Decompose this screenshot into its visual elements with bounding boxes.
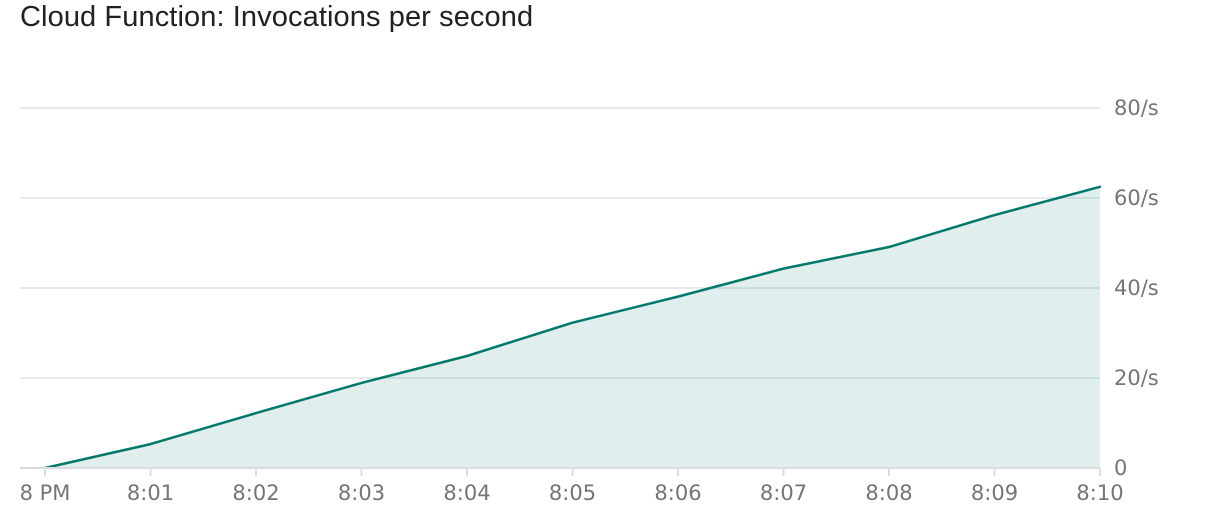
x-axis: 8 PM 8:01 8:02 8:03 8:04 8:05 8:06 8:07 8:08 8:09… — [20, 467, 1124, 505]
series-line — [43, 185, 1102, 470]
data-point-8[interactable] — [886, 244, 892, 250]
y-tick-label-80: 80/s — [1114, 96, 1159, 120]
x-tick-label-8: 8:08 — [865, 481, 912, 505]
y-axis: 0 20/s 40/s 60/s 80/s — [1114, 96, 1159, 480]
x-tick-label-5: 8:05 — [549, 481, 596, 505]
x-tick-label-4: 8:04 — [443, 481, 490, 505]
y-tick-label-60: 60/s — [1114, 186, 1159, 210]
y-tick-label-40: 40/s — [1114, 276, 1159, 300]
x-tick-label-3: 8:03 — [338, 481, 385, 505]
data-point-7[interactable] — [781, 266, 787, 272]
x-tick-label-6: 8:06 — [654, 481, 701, 505]
x-tick-label-10: 8:10 — [1076, 481, 1123, 505]
series-layer — [43, 184, 1103, 470]
x-tick-label-7: 8:07 — [760, 481, 807, 505]
x-tick-label-2: 8:02 — [232, 481, 279, 505]
data-point-3[interactable] — [359, 380, 365, 386]
gridlines — [20, 107, 1100, 379]
data-point-9[interactable] — [992, 212, 998, 218]
data-point-1[interactable] — [148, 441, 154, 447]
data-point-4[interactable] — [464, 353, 470, 359]
y-tick-label-20: 20/s — [1114, 366, 1159, 390]
series-area-fill — [45, 186, 1100, 469]
y-tick-label-0: 0 — [1114, 456, 1127, 480]
x-tick-label-1: 8:01 — [127, 481, 174, 505]
chart-title: Cloud Function: Invocations per second — [20, 1, 534, 33]
data-point-2[interactable] — [253, 410, 259, 416]
x-tick-label-9: 8:09 — [971, 481, 1018, 505]
data-point-5[interactable] — [570, 320, 576, 326]
data-point-10[interactable] — [1097, 184, 1103, 190]
x-tick-label-0: 8 PM — [20, 481, 71, 505]
data-point-6[interactable] — [675, 294, 681, 300]
